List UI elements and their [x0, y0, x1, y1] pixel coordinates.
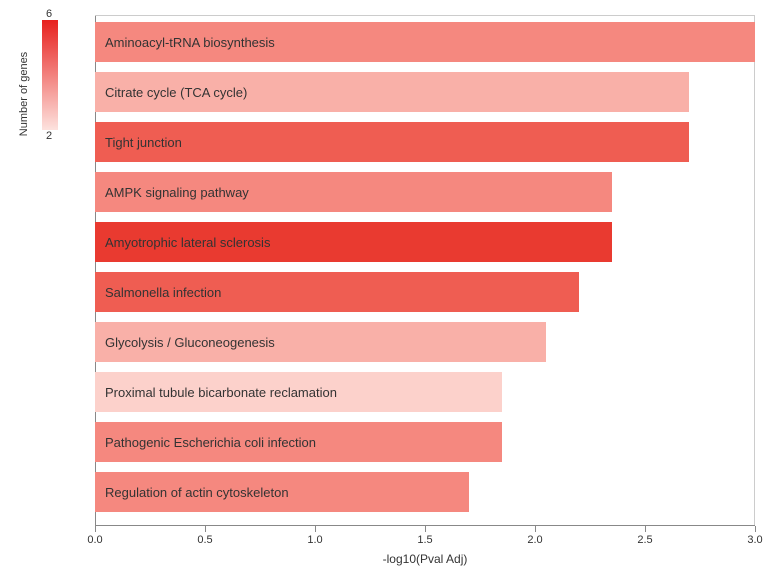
bar-label: Regulation of actin cytoskeleton [105, 485, 289, 500]
legend-title: Number of genes [18, 52, 30, 136]
bars-group: Aminoacyl-tRNA biosynthesis Citrate cycle… [95, 16, 754, 525]
plot-area: Aminoacyl-tRNA biosynthesis Citrate cycle… [95, 15, 755, 525]
x-tick-label: 2.0 [527, 534, 542, 546]
bar-label: Citrate cycle (TCA cycle) [105, 85, 247, 100]
bar: Pathogenic Escherichia coli infection [95, 422, 502, 462]
x-tick [755, 526, 756, 532]
legend-max-label: 6 [12, 8, 72, 20]
bar: Aminoacyl-tRNA biosynthesis [95, 22, 755, 62]
bar-label: Aminoacyl-tRNA biosynthesis [105, 35, 275, 50]
bar: Amyotrophic lateral sclerosis [95, 222, 612, 262]
bar-label: Glycolysis / Gluconeogenesis [105, 335, 275, 350]
x-tick-label: 0.0 [87, 534, 102, 546]
bar-label: AMPK signaling pathway [105, 185, 249, 200]
chart-container: 6 2 Number of genes Aminoacyl-tRNA biosy… [0, 0, 780, 584]
color-legend: 6 2 Number of genes [12, 8, 72, 142]
x-tick-label: 3.0 [747, 534, 762, 546]
x-tick-label: 2.5 [637, 534, 652, 546]
bar: Tight junction [95, 122, 689, 162]
x-tick-label: 1.0 [307, 534, 322, 546]
bar: Proximal tubule bicarbonate reclamation [95, 372, 502, 412]
x-tick [425, 526, 426, 532]
x-tick-label: 1.5 [417, 534, 432, 546]
bar: Salmonella infection [95, 272, 579, 312]
bar: Citrate cycle (TCA cycle) [95, 72, 689, 112]
x-tick [315, 526, 316, 532]
x-tick [95, 526, 96, 532]
bar-label: Pathogenic Escherichia coli infection [105, 435, 316, 450]
bar: Glycolysis / Gluconeogenesis [95, 322, 546, 362]
legend-gradient [42, 20, 58, 130]
x-tick [205, 526, 206, 532]
bar-label: Proximal tubule bicarbonate reclamation [105, 385, 337, 400]
bar-label: Amyotrophic lateral sclerosis [105, 235, 270, 250]
x-tick [645, 526, 646, 532]
x-axis: -log10(Pval Adj) 0.00.51.01.52.02.53.0 [95, 525, 755, 565]
bar-label: Salmonella infection [105, 285, 221, 300]
x-tick-label: 0.5 [197, 534, 212, 546]
bar: Regulation of actin cytoskeleton [95, 472, 469, 512]
x-axis-title: -log10(Pval Adj) [383, 552, 468, 566]
bar: AMPK signaling pathway [95, 172, 612, 212]
bar-label: Tight junction [105, 135, 182, 150]
x-tick [535, 526, 536, 532]
